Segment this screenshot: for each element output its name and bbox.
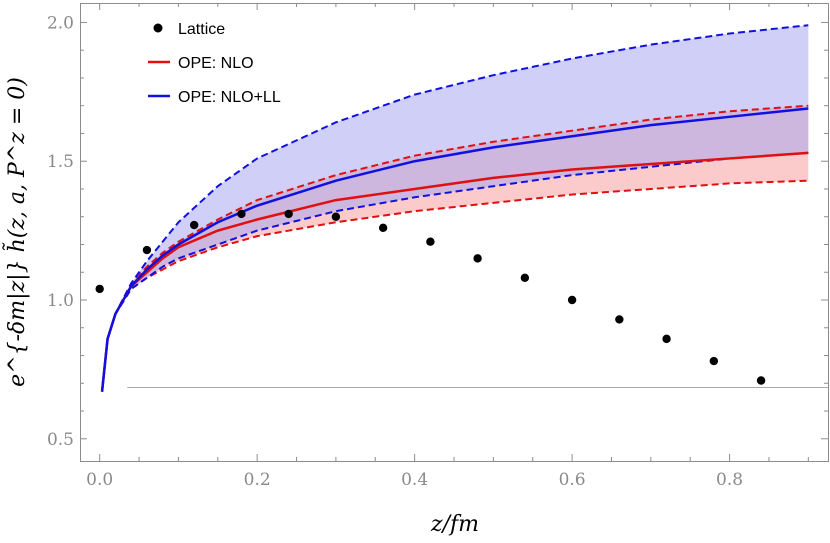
y-tick-label: 1.0 [47, 291, 74, 311]
legend-label-ope-nlo: OPE: NLO [178, 55, 254, 72]
y-tick-label: 2.0 [47, 13, 74, 33]
y-axis-title: e^{-δm|z|} h̃(z, a, P^z = 0) [3, 77, 30, 387]
x-axis-title: z/fm [430, 512, 479, 537]
lattice-point [95, 284, 104, 294]
ticks-layer: 0.0 0.2 0.4 0.6 0.8 0.5 1.0 1.5 2.0 [47, 3, 828, 490]
x-tick-label: 0.4 [401, 470, 428, 490]
bands-layer [100, 24, 809, 392]
x-tick-label: 0.8 [716, 470, 743, 490]
legend-label-ope-nlo-ll: OPE: NLO+LL [178, 89, 281, 106]
ope-nlo-ll-band [102, 25, 809, 392]
lattice-point [284, 209, 293, 219]
x-tick-label: 0.6 [559, 470, 586, 490]
lattice-point [662, 334, 671, 344]
lattice-point [331, 212, 341, 221]
lattice-point [189, 220, 199, 230]
lattice-point [473, 254, 482, 263]
y-tick-label: 0.5 [47, 430, 74, 450]
legend: Lattice OPE: NLO OPE: NLO+LL [148, 21, 281, 106]
lattice-point [426, 237, 435, 246]
lattice-point [709, 356, 719, 366]
legend-label-lattice: Lattice [178, 21, 225, 38]
lattice-point [756, 376, 766, 385]
lattice-points-layer [95, 209, 766, 385]
lattice-point [378, 223, 388, 233]
y-tick-label: 1.5 [47, 152, 74, 172]
ope-nlo-upper-line [101, 104, 809, 392]
lattice-point [237, 209, 246, 219]
ope-nlo-band [102, 105, 809, 392]
ope-nlo-ll-upper-line [101, 24, 809, 392]
lattice-point [520, 273, 530, 282]
lattice-point [567, 295, 577, 305]
legend-marker-lattice [153, 23, 163, 33]
x-tick-label: 0.2 [244, 470, 271, 490]
lattice-point [615, 315, 624, 324]
x-tick-label: 0.0 [86, 470, 113, 490]
lattice-point [142, 245, 152, 255]
